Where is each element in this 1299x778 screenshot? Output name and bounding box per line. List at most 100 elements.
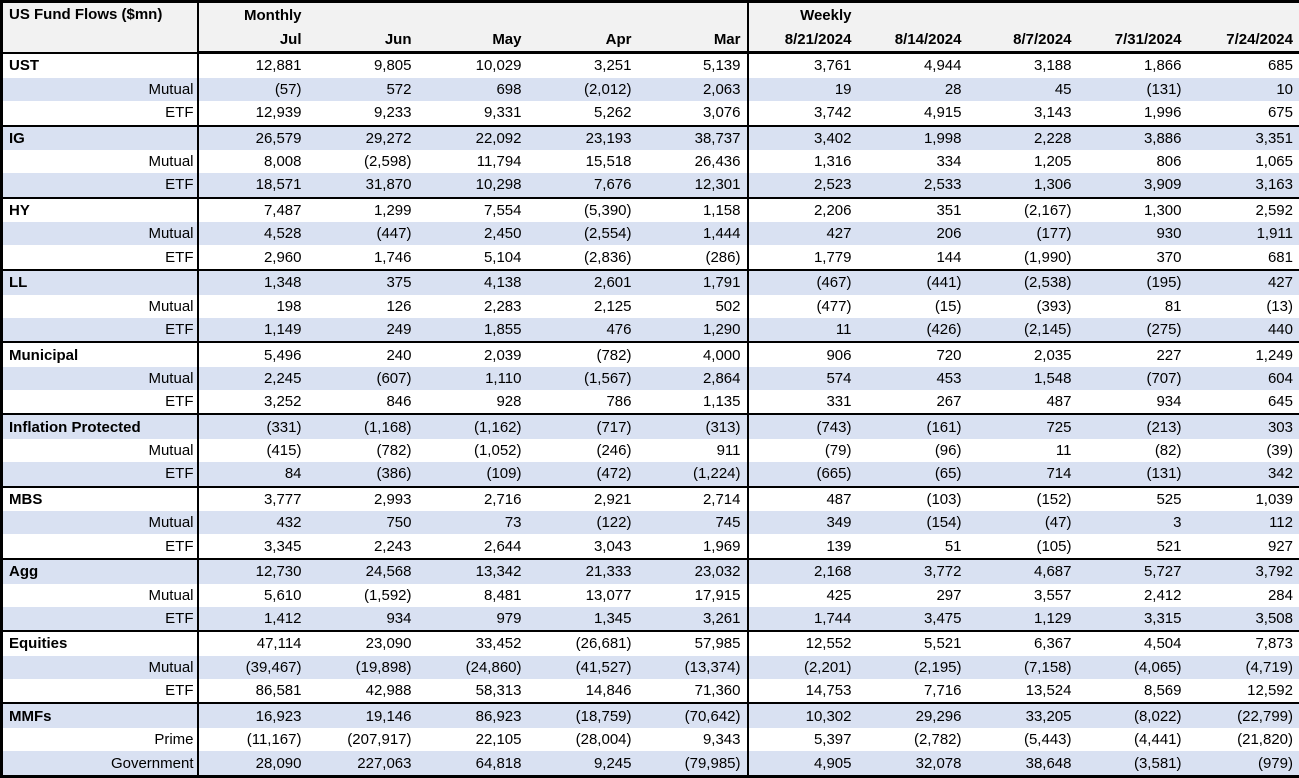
header-spacer: [637, 1, 749, 27]
value-cell: (57): [197, 77, 308, 101]
value-cell: 11,794: [476, 153, 522, 171]
value-cell: 23,032: [637, 557, 749, 584]
value-cell: (782): [376, 442, 412, 460]
value-cell: 7,487: [197, 196, 308, 223]
value-cell: 698: [417, 77, 528, 101]
value-cell: 3,761: [747, 51, 858, 78]
table-row: ETF 3,345 2,243 2,644 3,043 1,969 139 51 (105) 52…: [1, 534, 1299, 559]
value-cell: 5,610: [263, 586, 302, 604]
value-cell: (2,836): [583, 248, 632, 266]
value-cell: 725: [967, 413, 1078, 440]
value-cell: (2,195): [857, 655, 968, 679]
value-cell: 227: [1077, 341, 1188, 367]
row-label-subcategory: ETF: [1, 462, 199, 487]
value-cell: (3,581): [1077, 751, 1188, 777]
row-label-category: MBS: [1, 485, 199, 512]
value-cell: (1,168): [307, 413, 418, 440]
column-header-month: Apr: [527, 27, 638, 54]
value-cell: (415): [266, 442, 302, 460]
table-row: Agg 12,730 24,568 13,342 21,333 23,032 2,168 3,…: [1, 557, 1299, 584]
value-cell: 7,676: [527, 173, 638, 198]
value-cell: (1,567): [527, 366, 638, 390]
value-cell: (5,443): [1023, 730, 1072, 748]
weekly-section-header: Weekly: [747, 1, 858, 27]
row-label-subcategory: Mutual: [1, 294, 199, 318]
value-cell: 928: [496, 393, 522, 411]
value-cell: 2,714: [637, 485, 749, 512]
value-cell: (1,592): [363, 586, 412, 604]
value-cell: 1,290: [637, 317, 749, 343]
row-label-subcategory: ETF: [1, 534, 199, 559]
value-cell: 26,436: [637, 150, 749, 174]
value-cell: (177): [967, 222, 1078, 246]
table-row: MMFs 16,923 19,146 86,923 (18,759) (70,642) 10…: [1, 702, 1299, 728]
value-cell: 15,518: [585, 153, 632, 171]
row-label-subcategory: ETF: [1, 100, 199, 126]
value-cell: (1,990): [1023, 248, 1072, 266]
column-header-week: 8/21/2024: [747, 27, 858, 54]
row-label-subcategory: ETF: [1, 678, 199, 704]
value-cell: 1,855: [417, 317, 528, 343]
value-cell: 9,245: [527, 751, 638, 777]
value-cell: 2,592: [1187, 196, 1299, 223]
column-header-week: 8/14/2024: [857, 27, 968, 54]
value-cell: 3,402: [747, 124, 858, 151]
value-cell: 12,730: [197, 557, 308, 584]
table-row: ETF 1,412 934 979 1,345 3,261 1,744 3,475 1,129 3…: [1, 606, 1299, 632]
value-cell: 1,306: [967, 173, 1078, 198]
row-label-subcategory: Mutual: [1, 439, 199, 463]
value-cell: (161): [857, 413, 968, 440]
header-spacer: [857, 1, 968, 27]
value-cell: (441): [857, 268, 968, 295]
value-cell: (743): [747, 413, 858, 440]
value-cell: 14,753: [805, 682, 852, 700]
value-cell: 249: [307, 317, 418, 343]
value-cell: 8,569: [1143, 682, 1182, 700]
value-cell: 23,193: [527, 124, 638, 151]
value-cell: 5,397: [813, 730, 852, 748]
value-cell: 675: [1267, 104, 1293, 122]
table-title: US Fund Flows ($mn): [1, 1, 199, 53]
value-cell: 4,944: [857, 51, 968, 78]
value-cell: 4,504: [1077, 630, 1188, 656]
value-cell: 12,552: [747, 630, 858, 656]
value-cell: 9,805: [307, 51, 418, 78]
value-cell: 71,360: [637, 678, 749, 704]
value-cell: 38,648: [967, 751, 1078, 777]
value-cell: (607): [307, 366, 418, 390]
value-cell: (386): [307, 462, 418, 487]
value-cell: 1,779: [813, 248, 852, 266]
value-cell: 29,296: [857, 702, 968, 728]
value-cell: 2,063: [637, 77, 749, 101]
value-cell: 112: [1187, 511, 1299, 535]
value-cell: 3,345: [263, 537, 302, 555]
table-row: MBS 3,777 2,993 2,716 2,921 2,714 487 (103) (152…: [1, 485, 1299, 512]
value-cell: 12,881: [197, 51, 308, 78]
header-row-columns: Jul Jun May Apr Mar 8/21/2024 8/14/2024 …: [2, 27, 1299, 54]
row-label-subcategory: Prime: [1, 727, 199, 752]
value-cell: (246): [596, 442, 632, 460]
value-cell: 1,300: [1077, 196, 1188, 223]
value-cell: 2,412: [1143, 586, 1182, 604]
table-row: ETF 18,571 31,870 10,298 7,676 12,301 2,523 2,5…: [1, 173, 1299, 198]
value-cell: (152): [967, 485, 1078, 512]
value-cell: 502: [637, 294, 749, 318]
value-cell: (122): [527, 511, 638, 535]
value-cell: 7,554: [417, 196, 528, 223]
header-row-sections: US Fund Flows ($mn) Monthly Weekly: [1, 1, 1299, 53]
value-cell: 2,523: [747, 173, 858, 198]
value-cell: 5,262: [593, 104, 632, 122]
value-cell: 1,996: [1143, 104, 1182, 122]
value-cell: 12,939: [255, 104, 302, 122]
table-row: Prime (11,167) (207,917) 22,105 (28,004) 9,34…: [1, 727, 1299, 752]
value-cell: 24,568: [307, 557, 418, 584]
value-cell: 3,909: [1077, 173, 1188, 198]
table-row: ETF 12,939 9,233 9,331 5,262 3,076 3,742 4,915 3…: [1, 100, 1299, 126]
value-cell: 574: [747, 366, 858, 390]
value-cell: 6,367: [967, 630, 1078, 656]
value-cell: 3,188: [967, 51, 1078, 78]
value-cell: (39): [1266, 442, 1293, 460]
value-cell: (39,467): [197, 655, 308, 679]
value-cell: 1,299: [307, 196, 418, 223]
row-label-subcategory: Mutual: [1, 77, 199, 101]
